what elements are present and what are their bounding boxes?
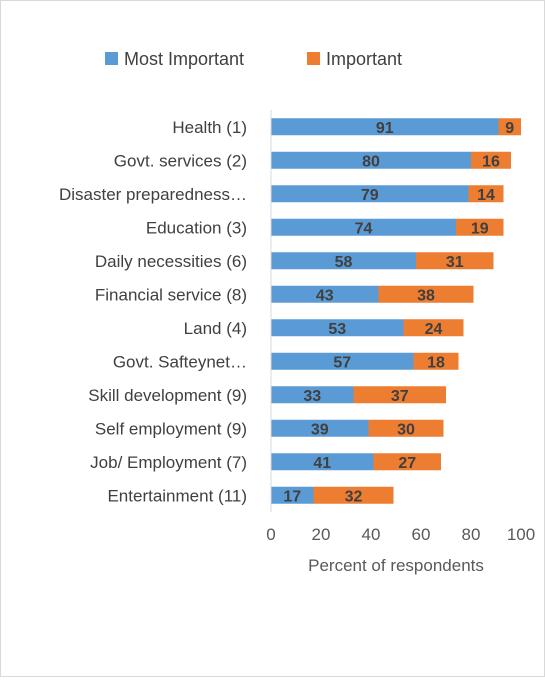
x-tick-label-60: 60 [412, 525, 431, 544]
data-label-important-daily-necessities-6: 31 [446, 254, 464, 271]
bar-important-govt-safteynet [413, 352, 459, 370]
data-label-important-disaster-preparedness: 14 [477, 187, 495, 204]
legend-label-important: Important [326, 49, 402, 69]
category-label-entertainment-11: Entertainment (11) [107, 486, 247, 505]
bar-important-disaster-preparedness [468, 185, 504, 203]
bar-most-important-financial-service-8 [271, 285, 379, 303]
bar-important-financial-service-8 [378, 285, 474, 303]
x-axis-title: Percent of respondents [308, 556, 484, 575]
category-label-self-employment-9: Self employment (9) [95, 419, 247, 438]
x-tick-labels: 0 20 40 60 80 100 [266, 525, 535, 544]
category-label-disaster-preparedness: Disaster preparedness… [59, 185, 247, 204]
category-label-land-4: Land (4) [184, 319, 247, 338]
data-label-important-job-employment-7: 27 [398, 455, 416, 472]
bar-most-important-health-1 [271, 118, 499, 136]
data-label-most-important-education-3: 74 [355, 220, 373, 237]
data-label-most-important-self-employment-9: 39 [311, 421, 329, 438]
data-label-important-education-3: 19 [471, 220, 489, 237]
bar-most-important-self-employment-9 [271, 419, 369, 437]
bar-important-skill-development-9 [353, 386, 446, 404]
data-label-most-important-health-1: 91 [376, 120, 394, 137]
data-label-important-govt-safteynet: 18 [427, 354, 445, 371]
category-labels: Health (1) Govt. services (2) Disaster pre… [59, 118, 247, 506]
bar-important-land-4 [403, 319, 464, 337]
x-tick-label-20: 20 [312, 525, 331, 544]
data-label-important-entertainment-11: 32 [345, 488, 363, 505]
bar-important-job-employment-7 [373, 453, 441, 471]
data-label-most-important-financial-service-8: 43 [316, 287, 334, 304]
bar-important-education-3 [456, 218, 504, 236]
bar-most-important-disaster-preparedness [271, 185, 469, 203]
x-tick-label-100: 100 [507, 525, 535, 544]
bar-most-important-education-3 [271, 218, 456, 236]
category-label-govt-safteynet: Govt. Safteynet… [113, 352, 247, 371]
data-label-most-important-govt-safteynet: 57 [333, 354, 351, 371]
legend-swatch-important [307, 52, 320, 65]
legend-swatch-most-important [105, 52, 118, 65]
data-label-important-govt-services-2: 16 [482, 153, 500, 170]
category-label-skill-development-9: Skill development (9) [88, 386, 247, 405]
category-label-daily-necessities-6: Daily necessities (6) [95, 252, 247, 271]
bar-important-entertainment-11 [313, 486, 394, 504]
data-label-important-financial-service-8: 38 [417, 287, 435, 304]
data-label-important-land-4: 24 [425, 321, 443, 338]
bar-important-daily-necessities-6 [416, 252, 494, 270]
category-label-health-1: Health (1) [172, 118, 247, 137]
data-label-important-health-1: 9 [505, 120, 514, 137]
category-label-job-employment-7: Job/ Employment (7) [90, 453, 247, 472]
data-labels: 91 9 80 16 79 14 74 19 58 31 43 38 53 24 57 18 33 37 39 30 4… [283, 120, 514, 506]
category-label-govt-services-2: Govt. services (2) [114, 151, 247, 170]
data-label-most-important-entertainment-11: 17 [283, 488, 301, 505]
bar-important-govt-services-2 [471, 151, 511, 169]
data-label-most-important-land-4: 53 [328, 321, 346, 338]
data-label-most-important-skill-development-9: 33 [303, 388, 321, 405]
data-label-most-important-govt-services-2: 80 [362, 153, 380, 170]
bar-most-important-entertainment-11 [271, 486, 314, 504]
data-label-important-skill-development-9: 37 [391, 388, 409, 405]
category-label-education-3: Education (3) [146, 218, 247, 237]
data-label-important-self-employment-9: 30 [397, 421, 415, 438]
legend-label-most-important: Most Important [124, 49, 244, 69]
data-label-most-important-disaster-preparedness: 79 [361, 187, 379, 204]
bar-most-important-govt-services-2 [271, 151, 471, 169]
x-tick-label-40: 40 [362, 525, 381, 544]
bar-most-important-daily-necessities-6 [271, 252, 416, 270]
bars-group [271, 118, 521, 504]
bar-important-health-1 [498, 118, 521, 136]
bar-most-important-govt-safteynet [271, 352, 414, 370]
bar-most-important-land-4 [271, 319, 404, 337]
data-label-most-important-job-employment-7: 41 [313, 455, 331, 472]
data-label-most-important-daily-necessities-6: 58 [335, 254, 353, 271]
bar-important-self-employment-9 [368, 419, 444, 437]
x-tick-label-0: 0 [266, 525, 275, 544]
bar-most-important-skill-development-9 [271, 386, 354, 404]
bar-most-important-job-employment-7 [271, 453, 374, 471]
category-label-financial-service-8: Financial service (8) [95, 285, 247, 304]
legend: Most Important Important [105, 49, 402, 69]
x-tick-label-80: 80 [462, 525, 481, 544]
